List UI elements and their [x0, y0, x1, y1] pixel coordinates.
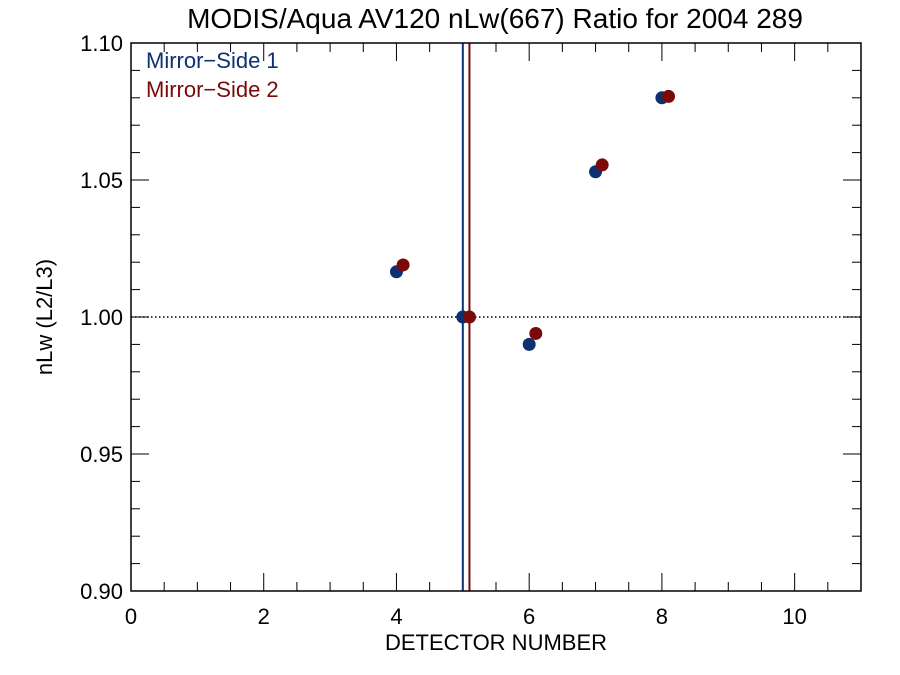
legend-entry-mirror-side-2: Mirror−Side 2 [146, 77, 279, 102]
series-2-point [529, 326, 543, 340]
plot-frame [130, 42, 862, 592]
y-axis-label: nLw (L2/L3) [32, 259, 57, 375]
y-tick-label: 1.00 [80, 305, 123, 330]
series-2-point [595, 158, 609, 172]
x-tick-label: 0 [125, 604, 137, 629]
series-2-point [396, 258, 410, 272]
y-tick-label: 1.05 [80, 168, 123, 193]
y-tick-label: 1.10 [80, 31, 123, 56]
legend: Mirror−Side 1 Mirror−Side 2 [146, 48, 279, 102]
x-tick-label: 4 [390, 604, 402, 629]
series-2-point [662, 89, 676, 103]
x-tick-label: 2 [258, 604, 270, 629]
series-2-point [462, 310, 476, 324]
x-tick-label: 8 [656, 604, 668, 629]
y-tick-label: 0.95 [80, 442, 123, 467]
x-tick-label: 10 [782, 604, 806, 629]
x-axis-label: DETECTOR NUMBER [385, 630, 607, 655]
chart-title: MODIS/Aqua AV120 nLw(667) Ratio for 2004… [187, 3, 803, 34]
x-tick-label: 6 [523, 604, 535, 629]
series-1-point [522, 337, 536, 351]
y-tick-label: 0.90 [80, 579, 123, 604]
legend-entry-mirror-side-1: Mirror−Side 1 [146, 48, 279, 73]
plot-area: 0 2 4 6 8 10 0.90 0.95 1.00 1.05 1.10 [80, 31, 862, 629]
